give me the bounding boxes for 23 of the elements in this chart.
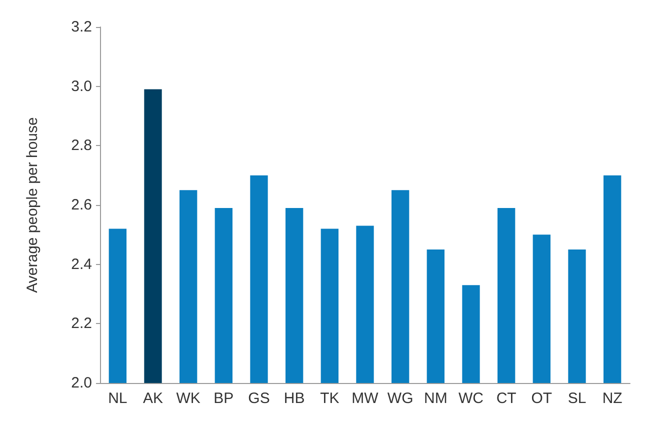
x-tick-label: NZ [602, 390, 622, 407]
x-tick-label: CT [496, 390, 516, 407]
x-tick-label: WK [176, 390, 200, 407]
x-tick-label: SL [568, 390, 586, 407]
y-tick-label: 2.6 [71, 196, 92, 214]
x-tick-label: HB [284, 390, 305, 407]
x-tick-label: AK [142, 390, 164, 407]
y-tick-label: 2.4 [71, 256, 92, 273]
x-tick-label: NM [424, 390, 448, 407]
y-tick-label: 3.0 [71, 78, 92, 95]
x-tick-label: WG [387, 390, 414, 407]
y-tick-label: 2.2 [71, 315, 92, 332]
y-axis-title: Average people per house [24, 117, 41, 293]
y-tick-label: 2.8 [71, 137, 92, 154]
x-tick-label: OT [531, 390, 552, 407]
x-tick-label: NL [108, 390, 128, 407]
x-tick-label: BP [214, 390, 234, 407]
x-tick-label: MW [352, 390, 380, 407]
y-tick-label: 3.2 [71, 18, 92, 36]
x-tick-label: GS [248, 390, 270, 407]
x-tick-label: WC [458, 390, 484, 407]
y-tick-label: 2.0 [71, 374, 92, 392]
x-tick-label: TK [320, 390, 340, 407]
